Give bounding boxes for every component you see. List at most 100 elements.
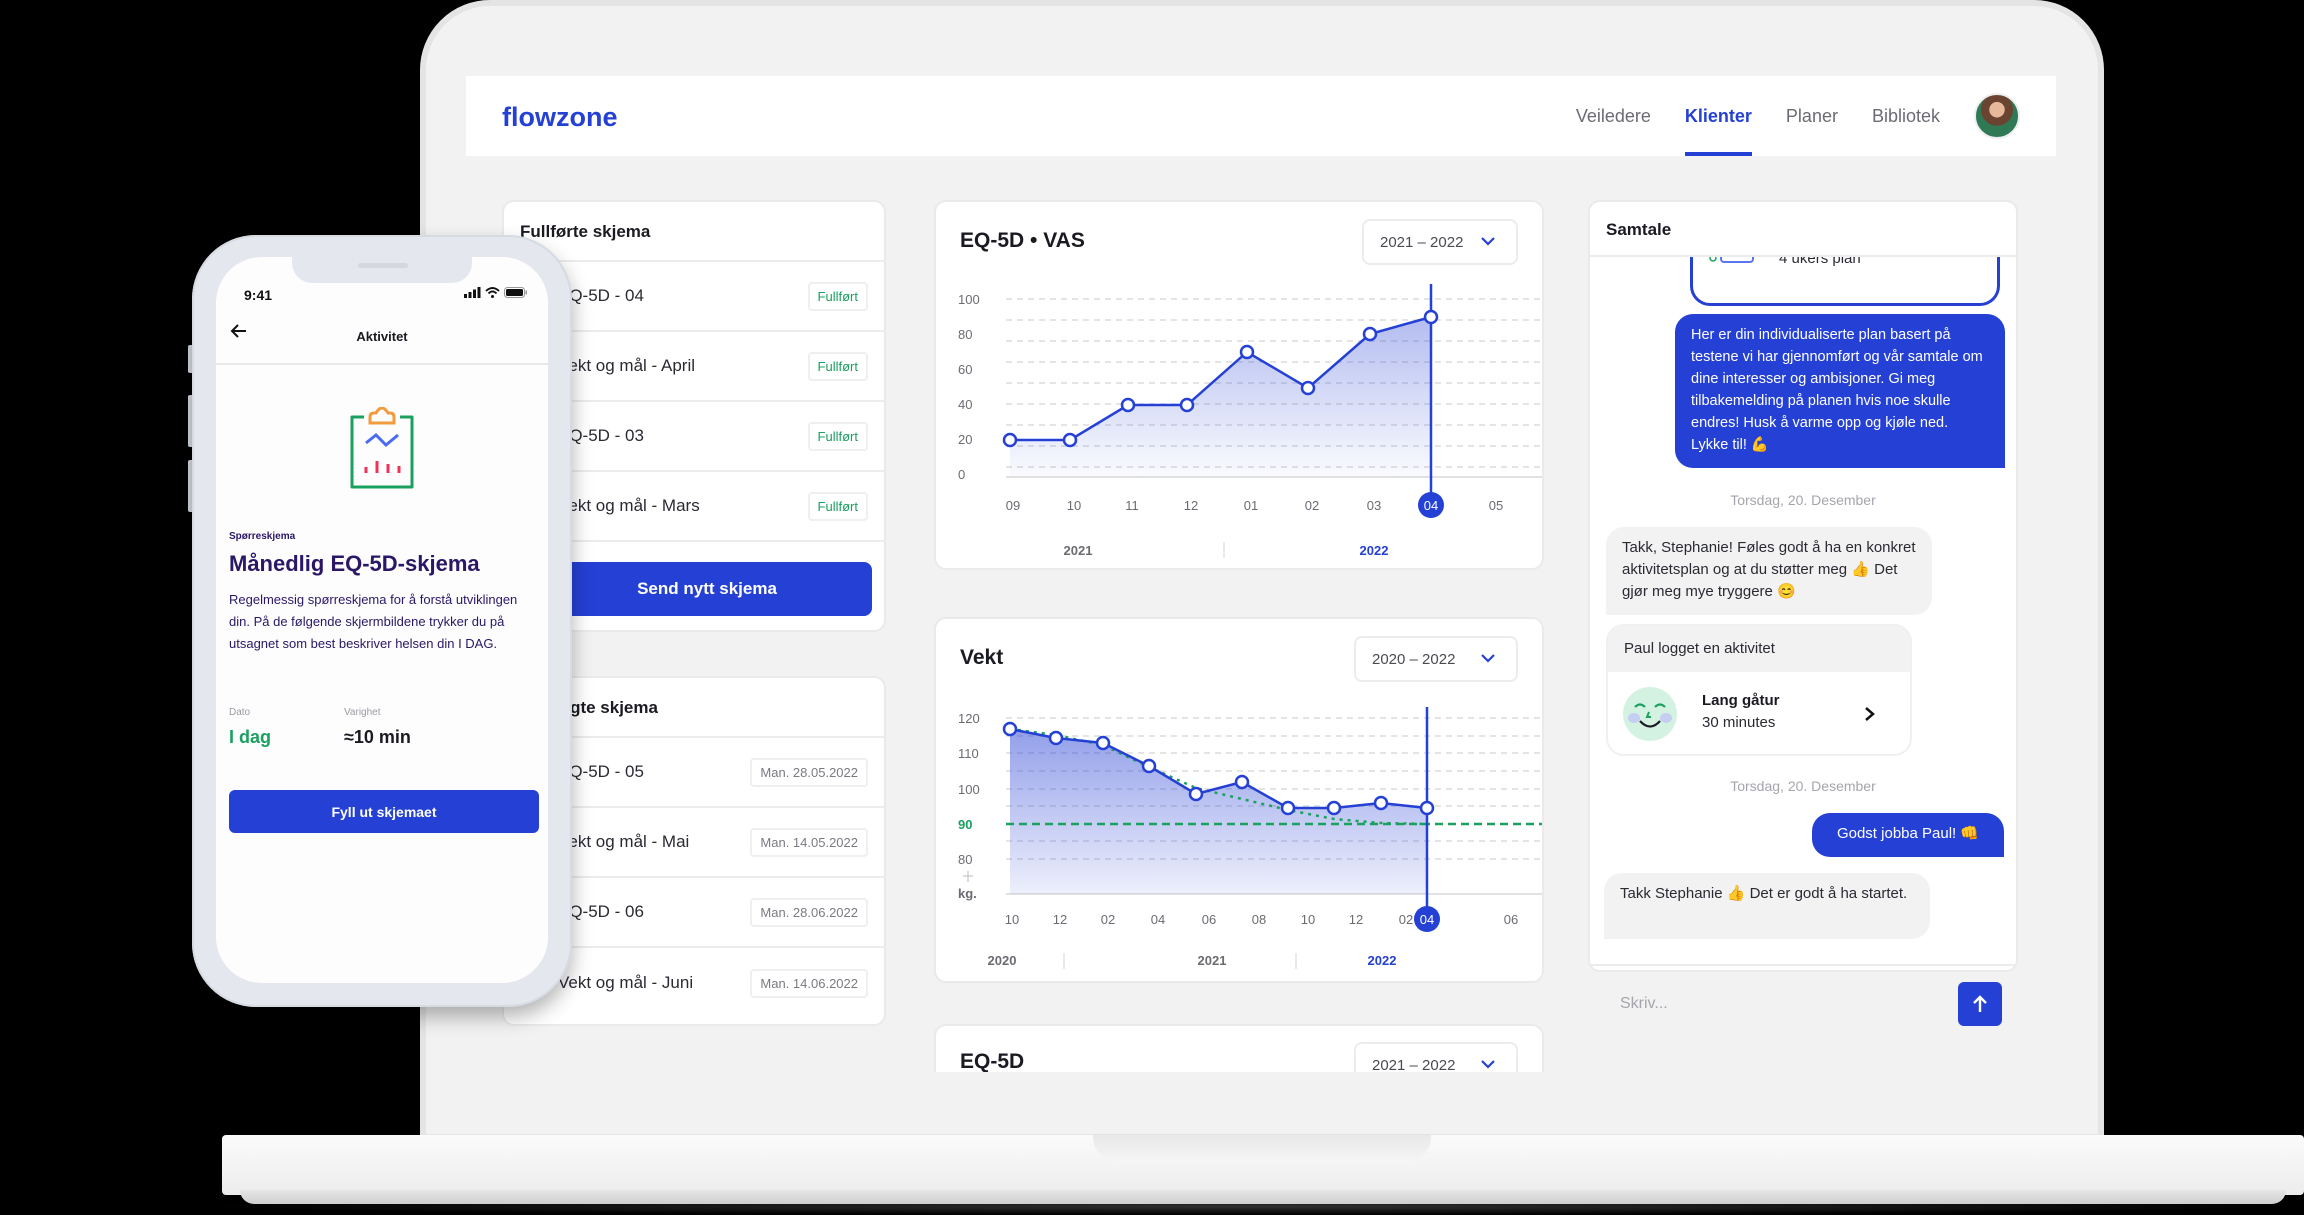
phone-eyebrow: Spørreskjema xyxy=(229,531,296,542)
back-arrow-icon[interactable] xyxy=(230,323,248,339)
user-avatar[interactable] xyxy=(1974,93,2020,139)
svg-text:12: 12 xyxy=(1184,498,1198,513)
completed-form-row[interactable]: Vekt og mål - Mars Fullført xyxy=(504,472,884,542)
completed-form-row[interactable]: EQ-5D - 03 Fullført xyxy=(504,402,884,472)
flowzone-logo[interactable]: FLOWZONE xyxy=(502,102,618,132)
activity-name: Lang gåtur xyxy=(1702,692,1780,709)
nav-veiledere[interactable]: Veiledere xyxy=(1575,106,1651,126)
nav-bibliotek[interactable]: Bibliotek xyxy=(1871,106,1940,126)
status-badge: Fullført xyxy=(807,281,868,311)
svg-text:80: 80 xyxy=(958,327,972,342)
svg-text:04: 04 xyxy=(1151,912,1165,927)
svg-text:kg.: kg. xyxy=(958,886,977,901)
svg-text:2020: 2020 xyxy=(988,953,1017,968)
svg-text:10: 10 xyxy=(1005,912,1019,927)
chevron-right-icon xyxy=(1865,707,1875,721)
status-badge: Fullført xyxy=(807,491,868,521)
form-name: Vekt og mål - Mars xyxy=(558,496,700,515)
range-value: 2020 – 2022 xyxy=(1372,650,1456,668)
completed-form-row[interactable]: Vekt og mål - April Fullført xyxy=(504,332,884,402)
eq5d-chart-card: EQ-5D 2021 – 2022 xyxy=(934,1024,1544,1072)
eq5d-range-select[interactable]: 2021 – 2022 xyxy=(1354,1042,1518,1072)
date-label: Dato xyxy=(229,707,251,718)
laptop-notch xyxy=(1093,1135,1431,1163)
chevron-down-icon xyxy=(1481,1060,1495,1069)
phone-nav-title: Aktivitet xyxy=(356,329,408,344)
phone-notch xyxy=(292,257,472,283)
chat-message-outgoing: Her er din individualiserte plan basert … xyxy=(1675,314,2005,468)
activity-header: Paul logget en aktivitet xyxy=(1608,626,1910,672)
svg-text:0: 0 xyxy=(958,467,965,482)
status-time: 9:41 xyxy=(244,287,273,303)
laptop-base-lip xyxy=(240,1190,2286,1204)
weight-range-select[interactable]: 2020 – 2022 xyxy=(1354,636,1518,682)
main-nav: Veiledere Klienter Planer Bibliotek xyxy=(1576,76,2056,156)
phone-side-button xyxy=(188,345,194,373)
range-value: 2021 – 2022 xyxy=(1380,233,1464,251)
svg-text:08: 08 xyxy=(1252,912,1266,927)
day-separator: Torsdag, 20. Desember xyxy=(1730,492,1876,508)
scheduled-form-row[interactable]: Vekt og mål - Juni Man. 14.06.2022 xyxy=(504,948,884,1018)
svg-text:90: 90 xyxy=(958,817,972,832)
svg-text:2021: 2021 xyxy=(1198,953,1227,968)
range-value: 2021 – 2022 xyxy=(1372,1056,1456,1073)
chat-lower-area: Takk Stephanie 👍 Det er godt å ha starte… xyxy=(1588,200,2018,972)
chevron-down-icon xyxy=(1481,654,1495,663)
svg-text:120: 120 xyxy=(958,711,980,726)
vas-chart-card: EQ-5D • VAS 2021 – 2022 xyxy=(934,200,1544,570)
svg-text:60: 60 xyxy=(958,362,972,377)
svg-text:110: 110 xyxy=(958,746,979,761)
chat-header: Samtale xyxy=(1590,202,2016,257)
scheduled-form-row[interactable]: Vekt og mål - Mai Man. 14.05.2022 xyxy=(504,808,884,878)
weight-line-chart: 120 110 100 90 80 kg. xyxy=(958,707,1542,969)
svg-text:2022: 2022 xyxy=(1360,543,1389,558)
smiley-icon xyxy=(1623,687,1677,741)
svg-text:06: 06 xyxy=(1504,912,1518,927)
send-new-form-button[interactable]: Send nytt skjema xyxy=(542,562,872,616)
duration-value: ≈10 min xyxy=(344,727,411,747)
activity-log-card[interactable]: Paul logget en aktivitet Lang gåtur 30 m… xyxy=(1606,624,1912,756)
scheduled-form-row[interactable]: EQ-5D - 06 Man. 28.06.2022 xyxy=(504,878,884,948)
svg-text:02: 02 xyxy=(1399,912,1413,927)
vas-range-select[interactable]: 2021 – 2022 xyxy=(1362,219,1518,265)
phone-device: 9:41 Aktivitet Spørreskjema Månedlig EQ-… xyxy=(192,235,572,1007)
svg-text:05: 05 xyxy=(1489,498,1503,513)
phone-nav-bar: Aktivitet xyxy=(216,309,548,365)
svg-text:01: 01 xyxy=(1244,498,1258,513)
svg-text:2021: 2021 xyxy=(1064,543,1093,558)
phone-title: Månedlig EQ-5D-skjema xyxy=(229,551,480,576)
chat-panel: Samtale 4 ukers plan Her er din individu… xyxy=(1588,200,2018,972)
date-badge: Man. 14.06.2022 xyxy=(750,968,868,998)
day-separator: Torsdag, 20. Desember xyxy=(1730,778,1876,794)
svg-text:04: 04 xyxy=(1420,912,1434,927)
completed-form-row[interactable]: EQ-5D - 04 Fullført xyxy=(504,262,884,332)
form-name: EQ-5D - 03 xyxy=(558,426,644,445)
message-input[interactable] xyxy=(1604,982,1946,1026)
status-badge: Fullført xyxy=(807,421,868,451)
weight-chart-card: Vekt 2020 – 2022 xyxy=(934,617,1544,983)
battery-icon xyxy=(504,287,527,298)
laptop-screen: FLOWZONE Veiledere Klienter Planer Bibli… xyxy=(466,76,2056,1072)
svg-text:10: 10 xyxy=(1067,498,1081,513)
nav-klienter[interactable]: Klienter xyxy=(1684,76,1752,156)
svg-text:100: 100 xyxy=(958,292,980,307)
vas-line-chart: 100 80 60 40 20 0 09 10 11 12 01 02 03 04 05 xyxy=(958,284,1542,558)
svg-text:04: 04 xyxy=(1424,498,1438,513)
chat-message-incoming: Takk, Stephanie! Føles godt å ha en konk… xyxy=(1606,527,1932,615)
form-name: EQ-5D - 05 xyxy=(558,762,644,781)
status-icons xyxy=(464,287,528,298)
wifi-icon xyxy=(485,287,500,298)
svg-text:09: 09 xyxy=(1006,498,1020,513)
fill-form-button[interactable]: Fyll ut skjemaet xyxy=(229,790,539,833)
eq5d-chart-title: EQ-5D xyxy=(960,1050,1025,1072)
clipboard-chart-icon xyxy=(350,407,414,489)
scheduled-form-row[interactable]: EQ-5D - 05 Man. 28.05.2022 xyxy=(504,738,884,808)
form-name: Vekt og mål - Juni xyxy=(558,973,694,992)
svg-text:80: 80 xyxy=(958,852,972,867)
send-button[interactable] xyxy=(1958,982,2002,1026)
phone-screen: 9:41 Aktivitet Spørreskjema Månedlig EQ-… xyxy=(216,257,548,983)
activity-duration: 30 minutes xyxy=(1702,714,1776,731)
nav-planer[interactable]: Planer xyxy=(1785,106,1838,126)
vas-chart-title: EQ-5D • VAS xyxy=(960,229,1085,252)
